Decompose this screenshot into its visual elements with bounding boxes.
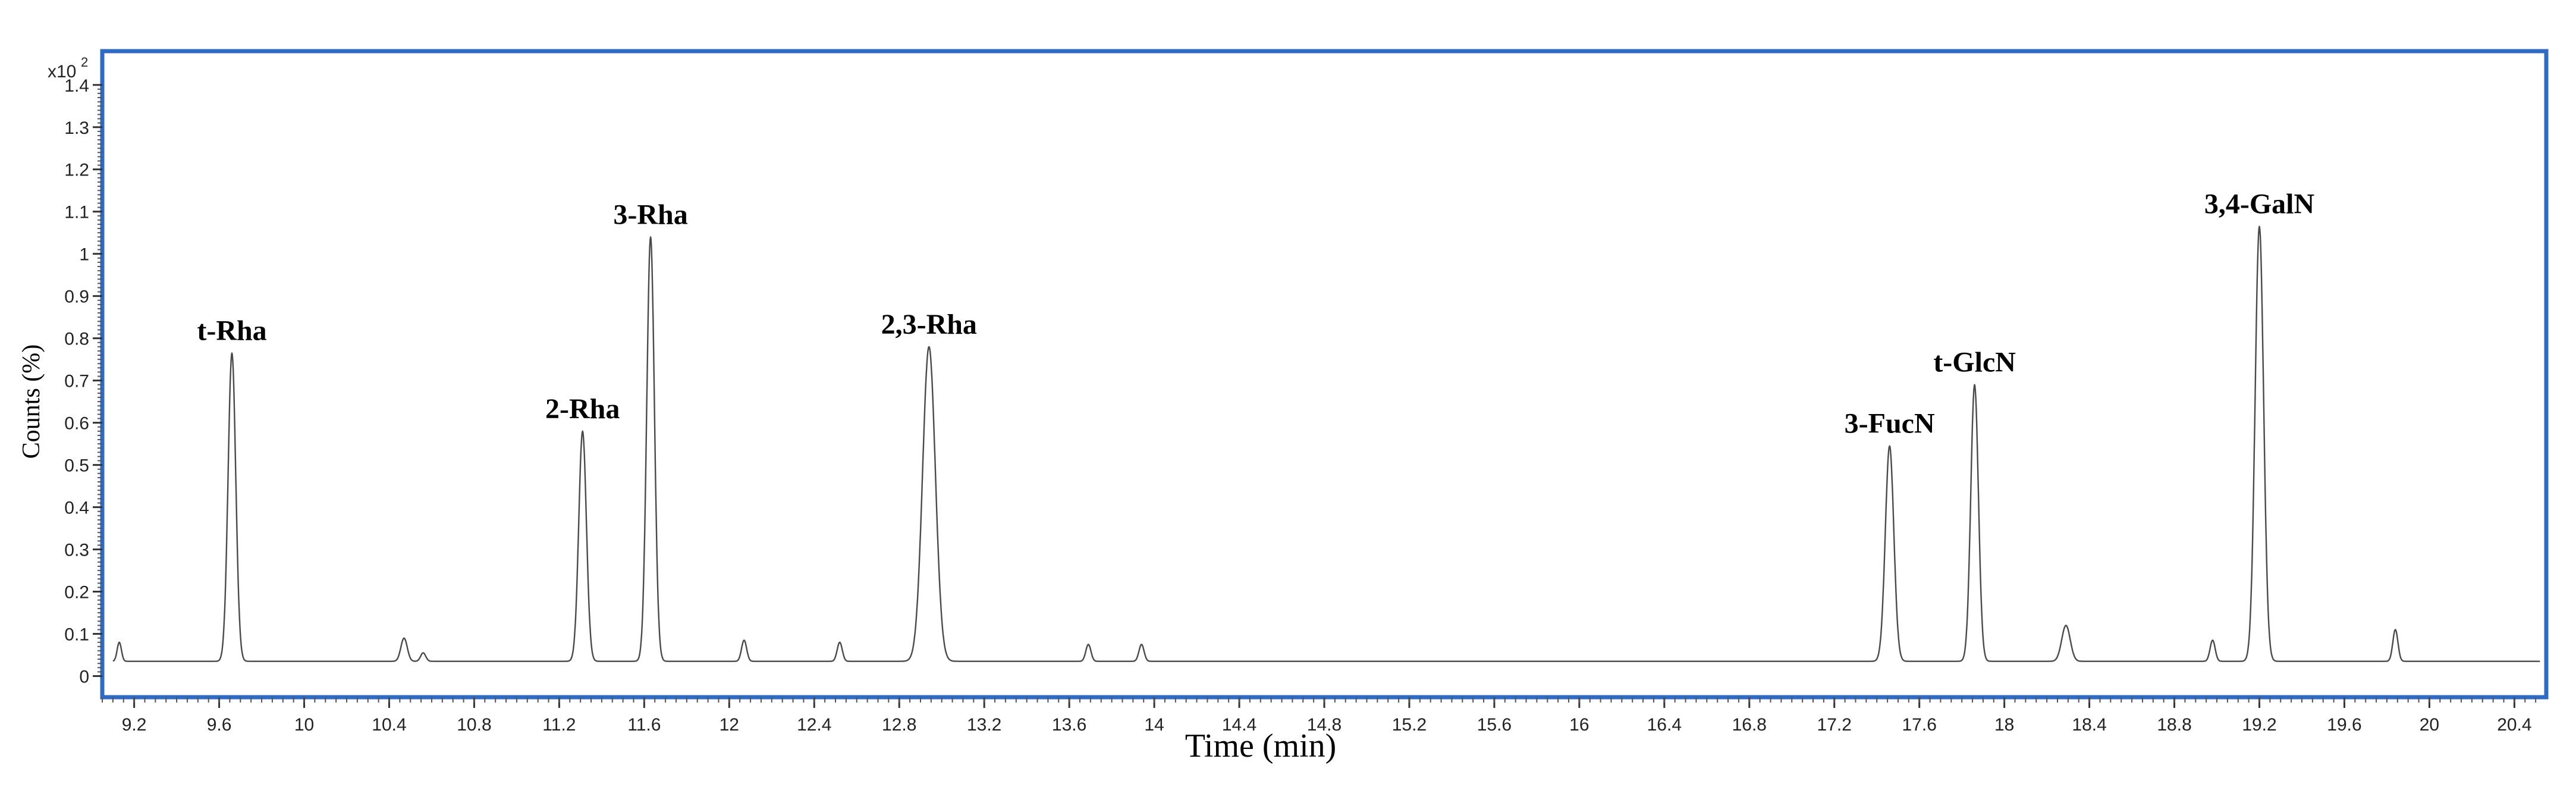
x-tick-label: 12.8 — [882, 715, 916, 735]
chromatogram-trace — [112, 225, 2540, 662]
x-tick-label: 14 — [1144, 715, 1164, 735]
y-axis-title: Counts (%) — [18, 344, 45, 459]
peak-label: 3-Rha — [613, 199, 687, 230]
peak-label: 2,3-Rha — [881, 309, 977, 340]
y-tick-label: 1.4 — [64, 76, 89, 96]
y-tick-label: 0.7 — [64, 372, 89, 391]
x-tick-label: 11.2 — [542, 715, 576, 735]
peak-label: t-Rha — [197, 315, 266, 347]
y-tick-label: 1.1 — [64, 203, 89, 222]
x-axis-title: Time (min) — [1185, 728, 1337, 764]
peak-label: 3-FucN — [1845, 408, 1935, 440]
y-tick-label: 0.4 — [64, 499, 89, 518]
y-tick-label: 0 — [79, 667, 89, 687]
x-tick-label: 17.2 — [1817, 715, 1852, 735]
peak-label: 2-Rha — [545, 393, 620, 425]
x-tick-label: 9.6 — [207, 715, 232, 735]
x-tick-label: 10.8 — [457, 715, 491, 735]
y-tick-label: 0.2 — [64, 583, 89, 603]
y-tick-label: 1.3 — [64, 118, 89, 138]
x-tick-label: 14.8 — [1307, 715, 1342, 735]
x-tick-label: 18.4 — [2072, 715, 2106, 735]
x-tick-label: 10.4 — [372, 715, 406, 735]
peak-label: 3,4-GalN — [2204, 189, 2315, 220]
x-tick-label: 19.2 — [2242, 715, 2276, 735]
x-tick-label: 11.6 — [627, 715, 661, 735]
x-tick-label: 15.6 — [1477, 715, 1512, 735]
y-tick-label: 1.2 — [64, 161, 89, 180]
x-tick-label: 9.2 — [122, 715, 147, 735]
x-tick-label: 14.4 — [1222, 715, 1256, 735]
y-multiplier: x10 — [48, 62, 76, 81]
y-tick-label: 1 — [79, 245, 89, 265]
x-tick-label: 16.8 — [1732, 715, 1767, 735]
y-tick-label: 0.3 — [64, 541, 89, 560]
x-tick-label: 17.6 — [1902, 715, 1937, 735]
x-tick-label: 10 — [294, 715, 314, 735]
x-tick-label: 16.4 — [1647, 715, 1682, 735]
x-tick-label: 12.4 — [797, 715, 831, 735]
plot-frame — [100, 49, 2549, 700]
x-tick-label: 20 — [2420, 715, 2439, 735]
x-tick-label: 13.6 — [1052, 715, 1086, 735]
y-tick-label: 0.8 — [64, 330, 89, 349]
y-tick-label: 0.9 — [64, 287, 89, 307]
y-tick-label: 0.6 — [64, 414, 89, 434]
y-tick-label: 0.5 — [64, 456, 89, 476]
peak-label: t-GlcN — [1933, 347, 2016, 378]
y-multiplier-exponent: 2 — [81, 55, 88, 70]
x-tick-label: 18 — [1994, 715, 2014, 735]
x-tick-label: 13.2 — [967, 715, 1001, 735]
x-tick-label: 12 — [720, 715, 739, 735]
x-tick-label: 19.6 — [2327, 715, 2361, 735]
x-tick-label: 20.4 — [2497, 715, 2531, 735]
y-tick-label: 0.1 — [64, 625, 89, 645]
x-tick-label: 15.2 — [1392, 715, 1427, 735]
x-tick-label: 18.8 — [2157, 715, 2191, 735]
x-tick-label: 16 — [1569, 715, 1589, 735]
